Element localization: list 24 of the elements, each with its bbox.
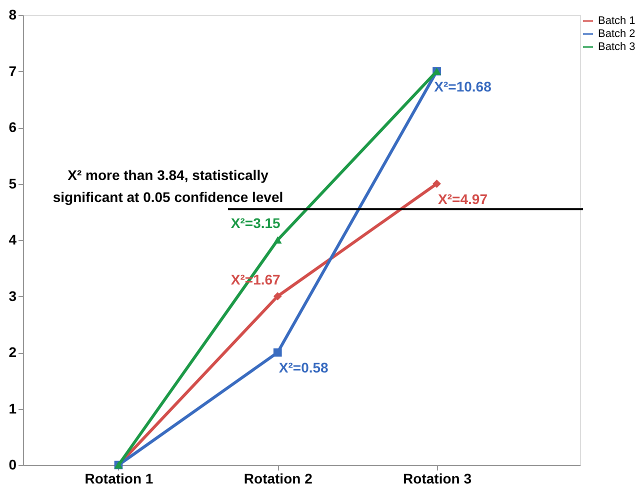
ref-line-label: X² more than 3.84, statistically significant at 0.05 confidence level — [52, 167, 284, 206]
point — [432, 180, 441, 188]
annotation: X²=0.58 — [278, 360, 329, 376]
legend-label: Batch 2 — [598, 28, 636, 40]
y-tick-label: 2 — [8, 344, 17, 360]
x-tick-label: Rotation 1 — [84, 470, 154, 486]
y-tick-label: 0 — [8, 456, 17, 472]
y-tick-label: 8 — [8, 6, 17, 22]
point — [273, 348, 282, 357]
point — [273, 292, 282, 300]
x-tick-label: Rotation 2 — [244, 470, 313, 486]
legend-label: Batch 1 — [598, 15, 636, 27]
y-tick-label: 1 — [8, 400, 17, 416]
x-tick-label: Rotation 3 — [403, 470, 472, 486]
point — [273, 236, 282, 244]
y-tick-label: 6 — [8, 119, 17, 135]
legend-label: Batch 3 — [598, 41, 636, 53]
annotation: X²=4.97 — [438, 190, 488, 207]
y-tick-label: 5 — [8, 175, 17, 192]
y-tick-label: 4 — [8, 232, 17, 248]
annotation: X²=10.68 — [434, 78, 492, 94]
y-tick-label: 7 — [8, 62, 17, 79]
annotation: X²=3.15 — [230, 215, 281, 231]
y-tick-label: 3 — [8, 288, 17, 304]
